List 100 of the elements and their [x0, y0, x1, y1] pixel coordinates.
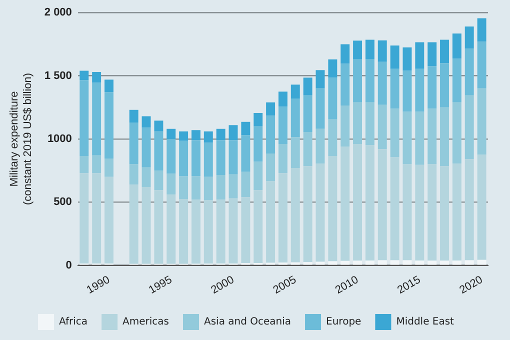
bar	[129, 110, 138, 123]
bar	[440, 63, 449, 108]
bar	[340, 44, 350, 64]
bar	[216, 128, 226, 140]
bar	[428, 108, 437, 164]
bar	[204, 142, 213, 177]
bar	[340, 146, 350, 261]
bar	[365, 40, 374, 60]
bar	[464, 159, 474, 260]
bar	[415, 112, 424, 165]
x-tick-label: 2020	[458, 274, 485, 297]
bar	[254, 162, 263, 190]
bar	[464, 48, 474, 96]
bar	[477, 154, 486, 260]
bar	[191, 200, 200, 264]
bar	[428, 260, 437, 265]
bar	[428, 42, 437, 66]
bar	[228, 198, 238, 264]
bar	[191, 130, 200, 140]
bar	[266, 102, 276, 116]
legend-label: Americas	[122, 316, 170, 328]
bar	[402, 260, 412, 265]
bar	[303, 132, 312, 166]
bar	[415, 68, 424, 112]
bar	[353, 260, 362, 265]
bar	[154, 131, 164, 171]
bar	[428, 164, 437, 261]
bar	[179, 131, 188, 141]
bar	[92, 72, 102, 83]
x-tick-label: 1995	[146, 274, 174, 297]
bar	[440, 40, 449, 64]
legend-label: Asia and Oceania	[204, 316, 292, 328]
bar	[452, 58, 462, 102]
bar	[204, 176, 213, 200]
legend-label: Middle East	[396, 316, 454, 328]
bar	[378, 62, 387, 105]
bar	[254, 126, 263, 162]
bar	[316, 128, 325, 164]
bar	[390, 157, 400, 260]
bar	[477, 88, 486, 155]
bar	[290, 84, 300, 99]
legend-label: Africa	[59, 316, 88, 328]
bar	[92, 173, 102, 264]
bar	[204, 200, 213, 264]
bar	[415, 42, 424, 69]
bar	[104, 92, 114, 159]
bar	[142, 128, 151, 168]
bar	[129, 164, 138, 184]
bar	[228, 174, 238, 198]
bar	[353, 40, 362, 60]
bar	[328, 78, 338, 120]
bar	[340, 260, 350, 265]
bar	[353, 102, 362, 144]
bar	[378, 149, 387, 260]
bar	[166, 194, 176, 264]
bar	[290, 98, 300, 138]
bar	[452, 260, 462, 265]
bar	[216, 174, 226, 200]
bar	[464, 95, 474, 160]
bar	[303, 78, 312, 96]
bar	[104, 158, 114, 177]
bar	[179, 198, 188, 264]
bar	[216, 140, 226, 175]
bar	[477, 42, 486, 88]
bar	[179, 176, 188, 199]
bar	[241, 172, 250, 198]
bar	[328, 119, 338, 156]
bar	[303, 262, 312, 265]
bar	[228, 140, 238, 174]
bar	[440, 166, 449, 261]
bar	[428, 66, 437, 109]
bar	[290, 137, 300, 168]
bar	[452, 102, 462, 164]
bar	[154, 120, 164, 132]
bar	[278, 106, 288, 144]
bar	[92, 155, 102, 174]
x-tick-label: 2005	[271, 274, 298, 297]
bar	[390, 108, 400, 158]
bar	[216, 200, 226, 264]
bar	[303, 95, 312, 132]
bar	[464, 260, 474, 265]
bar	[92, 82, 102, 156]
bar	[340, 64, 350, 106]
y-tick-label: 2 000	[44, 6, 72, 19]
bar	[228, 125, 238, 140]
x-tick-label: 1990	[84, 274, 112, 297]
bar	[241, 197, 250, 264]
bar	[104, 176, 114, 264]
bar	[303, 166, 312, 262]
bar	[241, 122, 250, 136]
bar	[415, 260, 424, 265]
bar	[142, 186, 151, 264]
bar	[402, 70, 412, 112]
y-tick-label: 500	[54, 196, 72, 208]
bar	[402, 164, 412, 260]
bar	[365, 59, 374, 102]
bar	[316, 70, 325, 88]
bar	[316, 164, 325, 262]
bar	[104, 80, 114, 92]
bar	[241, 135, 250, 172]
